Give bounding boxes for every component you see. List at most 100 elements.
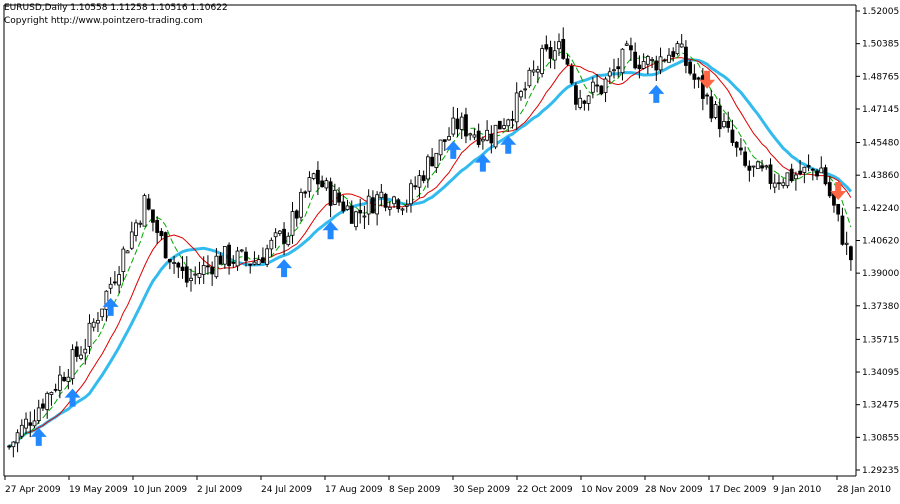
- candle-body: [641, 61, 646, 69]
- x-tick-label: 8 Sep 2009: [389, 485, 441, 495]
- candle: [210, 261, 215, 286]
- candle-body: [320, 180, 325, 188]
- candle-body: [426, 156, 430, 180]
- candle: [222, 245, 227, 269]
- candle-body: [451, 117, 456, 135]
- candle: [819, 156, 824, 174]
- candle: [70, 344, 75, 385]
- candle-body: [117, 274, 121, 286]
- candle: [633, 42, 638, 70]
- candle-body: [772, 182, 777, 188]
- y-tick-label: 1.50385: [862, 40, 899, 50]
- symbol-info: EURUSD,Daily 1.10558 1.11258 1.10516 1.1…: [4, 3, 228, 13]
- candle: [578, 89, 583, 110]
- candle: [442, 139, 447, 151]
- candle: [713, 100, 718, 120]
- candle: [489, 125, 494, 154]
- candle-body: [184, 266, 189, 283]
- candle: [176, 261, 181, 278]
- candle: [303, 190, 308, 198]
- up-arrow-icon: [648, 84, 665, 103]
- candle: [629, 37, 633, 61]
- candle: [294, 209, 299, 227]
- candle-body: [476, 130, 481, 145]
- candle: [231, 255, 236, 269]
- y-tick-label: 1.32475: [862, 401, 899, 411]
- candle-body: [379, 191, 384, 199]
- candle-body: [650, 59, 654, 61]
- candle-body: [764, 165, 769, 168]
- candle-body: [747, 165, 752, 171]
- candle-body: [502, 125, 506, 129]
- candle-body: [535, 69, 540, 73]
- candle: [269, 237, 274, 257]
- candle-body: [493, 124, 498, 148]
- candle-body: [510, 118, 515, 121]
- x-tick-label: 17 Dec 2009: [709, 485, 767, 495]
- candle: [96, 312, 100, 333]
- x-tick-label: 9 Jan 2010: [773, 485, 821, 495]
- candle-body: [244, 251, 248, 261]
- candle: [607, 67, 612, 84]
- candle: [87, 314, 92, 355]
- y-tick-label: 1.48765: [862, 72, 899, 82]
- candle: [717, 98, 722, 138]
- candle: [798, 160, 803, 176]
- candle-body: [603, 78, 608, 93]
- candle: [324, 177, 329, 191]
- candle-body: [726, 120, 731, 128]
- candle: [802, 166, 807, 184]
- down-arrow-icon: [830, 182, 847, 201]
- candle: [261, 247, 265, 263]
- candle: [142, 193, 147, 227]
- candle: [641, 53, 646, 70]
- candle: [396, 197, 401, 213]
- candle-body: [57, 374, 62, 391]
- candle-body: [464, 114, 468, 137]
- candle-body: [235, 250, 240, 267]
- candle-body: [248, 263, 253, 266]
- candle: [485, 120, 489, 142]
- candle: [519, 89, 523, 101]
- candle: [730, 119, 735, 147]
- candle: [129, 221, 134, 251]
- candle-body: [19, 424, 24, 437]
- candle: [569, 63, 574, 86]
- candle-body: [129, 231, 134, 249]
- candle-body: [760, 165, 764, 169]
- candle-body: [261, 257, 265, 263]
- candle: [637, 55, 642, 79]
- candle: [434, 152, 439, 174]
- candle-body: [7, 445, 11, 448]
- green-ma-line: [8, 50, 852, 448]
- candle: [125, 249, 130, 254]
- candle-body: [307, 177, 312, 192]
- candle-body: [11, 441, 16, 448]
- candle: [827, 176, 832, 199]
- candle-body: [214, 255, 219, 278]
- up-arrow-icon: [64, 388, 81, 407]
- x-tick-label: 19 May 2009: [69, 485, 128, 495]
- candle-body: [523, 88, 528, 91]
- candle: [184, 256, 189, 288]
- candle-body: [569, 65, 574, 84]
- candle: [375, 191, 380, 226]
- candle-body: [586, 95, 591, 104]
- candle: [201, 256, 206, 284]
- candle: [785, 172, 790, 189]
- candle: [53, 383, 58, 393]
- candle: [726, 111, 731, 133]
- candle-body: [206, 265, 210, 268]
- candle: [743, 146, 748, 168]
- candle-body: [578, 97, 583, 108]
- x-tick-label: 10 Nov 2009: [581, 485, 639, 495]
- candle-body: [163, 232, 168, 259]
- candle: [650, 56, 654, 69]
- candle-body: [142, 195, 147, 227]
- candle: [760, 160, 764, 172]
- candle-body: [438, 139, 443, 156]
- candle-body: [413, 185, 418, 188]
- y-tick-label: 1.52005: [862, 7, 899, 17]
